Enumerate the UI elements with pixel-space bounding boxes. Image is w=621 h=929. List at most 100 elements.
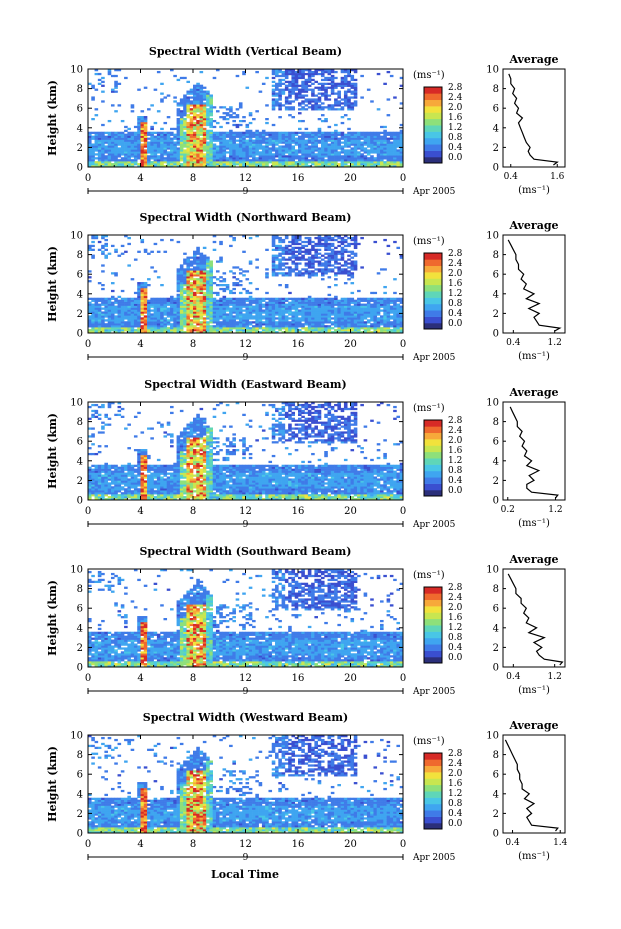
heatmap-cell [117, 329, 122, 332]
heatmap-cell [294, 84, 299, 87]
heatmap-cell [91, 256, 95, 259]
heatmap-cell [278, 141, 282, 144]
heatmap-cell [199, 88, 204, 91]
heatmap-cell [189, 135, 194, 138]
heatmap-cell [291, 86, 296, 89]
heatmap-cell [301, 323, 305, 326]
heatmap-cell [222, 319, 227, 322]
heatmap-cell [245, 141, 250, 144]
heatmap-cell [324, 268, 328, 271]
heatmap-cell [298, 74, 302, 78]
heatmap-cell [291, 155, 296, 158]
heatmap-cell [255, 131, 259, 134]
heatmap-cell [107, 119, 112, 123]
heatmap-cell [366, 311, 371, 314]
heatmap-cell [104, 299, 108, 302]
heatmap-cell [101, 287, 105, 291]
heatmap-cell [114, 327, 118, 330]
heatmap-cell [248, 315, 253, 318]
heatmap-cell [202, 287, 207, 291]
heatmap-cell [215, 307, 220, 310]
heatmap-cell [222, 299, 227, 302]
heatmap-cell [94, 311, 99, 314]
heatmap-cell [137, 118, 141, 121]
heatmap-cell [242, 149, 246, 152]
heatmap-cell [193, 311, 197, 314]
heatmap-cell [222, 135, 227, 138]
heatmap-cell [334, 309, 338, 312]
heatmap-cell [373, 297, 378, 300]
heatmap-cell [386, 114, 391, 117]
heatmap-cell [330, 327, 335, 330]
heatmap-cell [215, 325, 220, 328]
heatmap-cell [124, 125, 128, 129]
heatmap-cell [232, 159, 236, 162]
heatmap-cell [156, 110, 161, 113]
heatmap-cell [317, 82, 322, 85]
heatmap-cell [215, 137, 220, 140]
heatmap-cell [327, 161, 332, 164]
heatmap-cell [399, 141, 404, 144]
heatmap-cell [383, 319, 387, 322]
heatmap-cell [330, 297, 335, 300]
heatmap-cell [343, 161, 348, 164]
heatmap-cell [298, 69, 302, 72]
heatmap-cell [314, 301, 318, 304]
heatmap-cell [199, 331, 204, 334]
heatmap-cell [278, 102, 282, 105]
heatmap-cell [189, 159, 194, 162]
heatmap-cell [284, 321, 289, 324]
heatmap-cell [140, 163, 145, 166]
heatmap-cell [206, 323, 210, 326]
heatmap-cell [186, 276, 191, 279]
heatmap-cell [389, 165, 394, 168]
heatmap-cell [304, 311, 309, 314]
heatmap-cell [186, 293, 191, 297]
heatmap-cell [163, 305, 168, 308]
heatmap-cell [304, 305, 309, 308]
heatmap-cell [307, 69, 312, 72]
heatmap-cell [212, 139, 217, 142]
heatmap-cell [320, 70, 325, 74]
heatmap-cell [327, 315, 332, 318]
heatmap-cell [324, 137, 328, 140]
heatmap-cell [94, 325, 99, 328]
heatmap-cell [389, 321, 394, 324]
heatmap-cell [330, 151, 335, 154]
heatmap-cell [370, 297, 374, 300]
heatmap-cell [202, 118, 207, 121]
heatmap-cell [170, 143, 174, 146]
heatmap-cell [380, 315, 384, 318]
heatmap-cell [137, 137, 141, 140]
colorbar-swatch [424, 297, 442, 305]
heatmap-cell [140, 327, 145, 330]
heatmap-cell [120, 137, 125, 140]
heatmap-cell [179, 299, 184, 302]
heatmap-cell [370, 151, 374, 154]
heatmap-cell [399, 321, 404, 324]
heatmap-cell [311, 305, 315, 308]
heatmap-cell [373, 303, 378, 306]
heatmap-cell [307, 147, 312, 150]
heatmap-cell [376, 157, 381, 160]
heatmap-cell [156, 311, 161, 314]
heatmap-cell [343, 80, 348, 84]
heatmap-cell [101, 270, 105, 273]
heatmap-cell [389, 157, 394, 160]
heatmap-cell [232, 282, 236, 285]
heatmap-cell [294, 319, 299, 322]
heatmap-cell [386, 307, 391, 310]
heatmap-cell [186, 121, 191, 125]
heatmap-cell [196, 149, 200, 152]
heatmap-cell [153, 161, 158, 164]
heatmap-cell [330, 88, 335, 91]
heatmap-cell [199, 92, 204, 95]
heatmap-cell [363, 303, 368, 306]
heatmap-cell [219, 309, 223, 312]
heatmap-cell [196, 280, 200, 283]
heatmap-cell [393, 147, 397, 150]
heatmap-cell [320, 82, 325, 85]
heatmap-cell [261, 133, 266, 136]
heatmap-cell [350, 315, 355, 318]
heatmap-cell [199, 305, 204, 308]
